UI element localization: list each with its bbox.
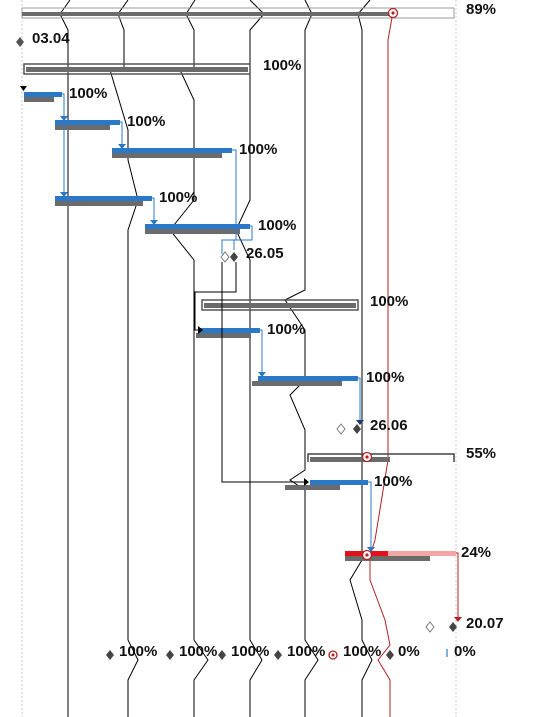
- arrowhead-icon: [304, 478, 309, 486]
- milestone-date-label: 26.05: [246, 246, 284, 262]
- milestone-date-label: 26.06: [370, 418, 408, 434]
- task-progress-label: 100%: [159, 190, 197, 206]
- task-bar-actual: [55, 120, 120, 125]
- arrowhead-icon: [356, 420, 364, 425]
- task-bar-plan: [145, 229, 240, 234]
- bottom-progress-label: 100%: [179, 644, 217, 660]
- milestone-date-label: 03.04: [32, 31, 70, 47]
- critical-progress-line: [370, 12, 393, 717]
- dependency-link: [260, 330, 262, 373]
- task-bar-plan: [55, 201, 143, 206]
- milestone-diamond-icon: [218, 650, 226, 660]
- bottom-progress-label: 100%: [287, 644, 325, 660]
- progress-line: [350, 0, 372, 717]
- task-bar-plan: [196, 333, 251, 338]
- critical-marker-dot: [365, 553, 368, 556]
- progress-line: [60, 0, 70, 717]
- task-bar-plan: [55, 125, 110, 130]
- dependency-link: [358, 378, 360, 421]
- task-progress-label: 100%: [69, 86, 107, 102]
- task-bar-plan: [285, 485, 340, 490]
- bottom-progress-label: 100%: [231, 644, 269, 660]
- task-progress-label: 100%: [127, 114, 165, 130]
- dependency-link: [368, 482, 371, 548]
- task-bar-actual: [24, 92, 62, 97]
- bottom-progress-label: 100%: [343, 644, 381, 660]
- milestone-diamond-icon: [106, 650, 114, 660]
- task-progress-label: 100%: [258, 218, 296, 234]
- task-bar-plan: [252, 381, 342, 386]
- summary-bar-plan: [310, 457, 390, 462]
- summary-bar-plan: [22, 12, 392, 16]
- task-progress-label: 100%: [374, 474, 412, 490]
- dependency-link: [232, 150, 236, 250]
- dependency-link: [62, 94, 64, 117]
- progress-lines: [60, 0, 372, 717]
- task-bar-plan: [112, 153, 222, 158]
- milestone-date-label: 20.07: [466, 616, 504, 632]
- start-arrow-icon: [20, 86, 27, 91]
- dependency-link: [152, 198, 154, 221]
- summary-progress-label: 100%: [370, 294, 408, 310]
- bottom-progress-label: 0%: [454, 644, 476, 660]
- summary-bar-plan: [204, 303, 356, 308]
- task-progress-label: 100%: [366, 370, 404, 386]
- task-bar-actual: [112, 148, 232, 153]
- milestone-diamond-icon: [274, 650, 282, 660]
- task-bar-actual: [198, 328, 260, 333]
- dependency-link: [120, 122, 122, 145]
- task-bar-actual: [310, 480, 368, 485]
- bottom-progress-label: 0%: [398, 644, 420, 660]
- arrowhead-icon: [454, 617, 462, 622]
- milestone-diamond-outline-icon: [426, 622, 434, 632]
- milestone-diamond-icon: [16, 37, 24, 47]
- task-progress-label: 100%: [239, 142, 277, 158]
- date-grid: [22, 0, 456, 717]
- progress-line: [236, 0, 264, 717]
- task-bar-plan: [24, 97, 54, 102]
- milestone-diamond-outline-icon: [337, 424, 345, 434]
- milestone-diamond-icon: [449, 622, 457, 632]
- progress-line: [170, 0, 208, 717]
- task-progress-label: 100%: [267, 322, 305, 338]
- milestone-diamond-icon: [386, 650, 394, 660]
- task-bar-actual: [258, 376, 358, 381]
- milestone-diamond-icon: [353, 424, 361, 434]
- summary-bar-plan: [26, 67, 248, 72]
- critical-marker-dot: [365, 455, 368, 458]
- critical-marker-dot: [391, 11, 394, 14]
- task-bar-actual: [55, 196, 152, 201]
- dependency-link: [195, 262, 236, 330]
- progress-line: [110, 0, 138, 717]
- milestone-diamond-icon: [230, 252, 238, 262]
- summary-progress-label: 89%: [466, 2, 496, 18]
- bottom-progress-label: 100%: [119, 644, 157, 660]
- task-bar-plan: [345, 556, 430, 561]
- progress-line: [285, 0, 318, 717]
- critical-marker-dot: [332, 654, 335, 657]
- summary-progress-label: 100%: [263, 58, 301, 74]
- dependency-links: [62, 94, 371, 548]
- summary-progress-label: 55%: [466, 446, 496, 462]
- task-bar-actual: [145, 224, 250, 229]
- milestone-diamond-icon: [166, 650, 174, 660]
- task-progress-label: 24%: [461, 545, 491, 561]
